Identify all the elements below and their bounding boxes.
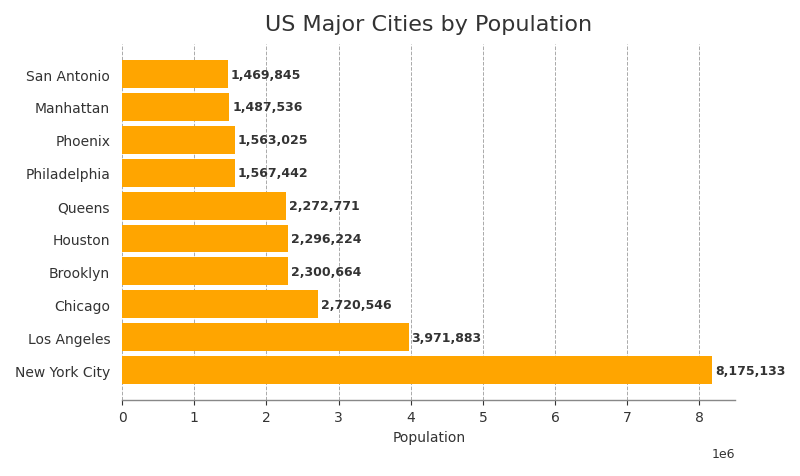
Bar: [122, 127, 235, 155]
Text: 1,469,845: 1,469,845: [231, 69, 302, 81]
Text: 1,487,536: 1,487,536: [232, 101, 302, 114]
Bar: [122, 225, 288, 253]
Text: 2,300,664: 2,300,664: [291, 265, 362, 278]
Title: US Major Cities by Population: US Major Cities by Population: [265, 15, 592, 35]
Text: 2,296,224: 2,296,224: [290, 233, 361, 246]
Bar: [122, 357, 712, 384]
Bar: [122, 192, 286, 220]
Text: 1,563,025: 1,563,025: [238, 134, 308, 147]
X-axis label: Population: Population: [392, 430, 466, 444]
Bar: [122, 291, 318, 318]
Text: 1e6: 1e6: [712, 446, 735, 460]
Bar: [122, 258, 288, 286]
Text: 8,175,133: 8,175,133: [715, 364, 786, 377]
Bar: [122, 94, 230, 122]
Text: 2,272,771: 2,272,771: [289, 200, 360, 213]
Text: 1,567,442: 1,567,442: [238, 167, 309, 180]
Bar: [122, 324, 409, 351]
Bar: [122, 61, 228, 89]
Bar: [122, 159, 235, 188]
Text: 2,720,546: 2,720,546: [322, 298, 392, 311]
Text: 3,971,883: 3,971,883: [411, 331, 482, 344]
